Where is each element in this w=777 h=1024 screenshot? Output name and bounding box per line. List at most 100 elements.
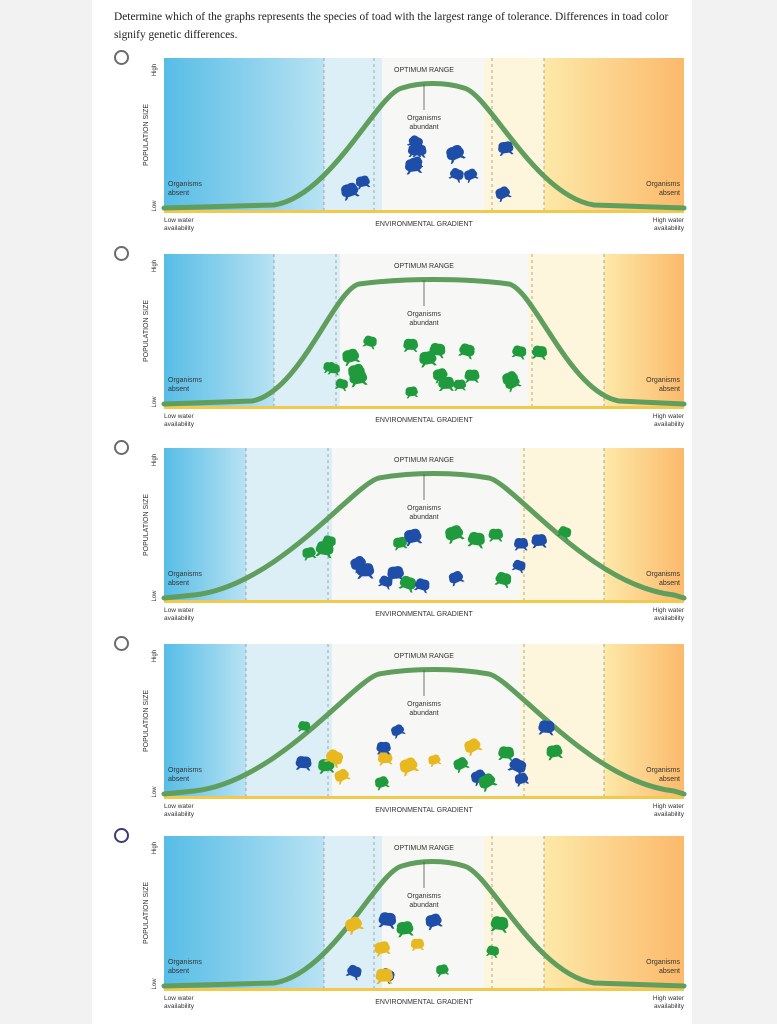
low-water-zone — [164, 254, 274, 408]
toad-icon — [377, 575, 393, 590]
toad-icon — [404, 528, 423, 547]
high-water-label: High water — [653, 413, 685, 420]
organisms-abundant-label: abundant — [409, 320, 438, 327]
toad-icon — [413, 578, 430, 594]
toad-icon — [349, 370, 368, 388]
organisms-absent-left: absent — [168, 776, 189, 783]
high-water-label: High water — [653, 803, 685, 810]
toad-icon — [410, 938, 425, 951]
toad-icon — [387, 566, 404, 582]
gradient-baseline — [164, 210, 684, 213]
organisms-absent-right: absent — [659, 386, 680, 393]
low-water-label: Low water — [164, 217, 194, 224]
gradient-baseline — [164, 600, 684, 603]
optimum-range-label: OPTIMUM RANGE — [394, 653, 454, 660]
toad-icon — [445, 525, 465, 545]
radio-button[interactable] — [114, 636, 129, 651]
y-axis-high: High — [152, 260, 158, 272]
high-water-label: availability — [654, 421, 685, 428]
high-water-zone — [544, 836, 684, 990]
low-water-zone — [164, 448, 246, 602]
y-axis-label: POPULATION SIZE — [143, 882, 150, 944]
low-water-label: Low water — [164, 995, 194, 1002]
organisms-absent-left: Organisms — [168, 181, 202, 188]
toad-icon — [356, 563, 375, 579]
gradient-baseline — [164, 406, 684, 409]
toad-icon — [546, 744, 563, 761]
toad-icon — [490, 916, 509, 933]
toad-icon — [429, 343, 446, 359]
toad-icon — [323, 749, 344, 769]
toad-icon — [436, 964, 450, 977]
tolerance-graph: OPTIMUM RANGE Organisms abundant Organisms a… — [143, 58, 687, 232]
toad-icon — [378, 752, 393, 766]
x-axis-label: ENVIRONMENTAL GRADIENT — [375, 221, 473, 228]
tolerance-curve — [161, 859, 687, 989]
question-text: Determine which of the graphs represents… — [114, 11, 669, 41]
low-water-label: availability — [164, 615, 195, 622]
y-axis-low: Low — [152, 590, 158, 602]
radio-button[interactable] — [114, 440, 129, 455]
optimum-range-label: OPTIMUM RANGE — [394, 457, 454, 464]
toad-icon — [467, 531, 485, 549]
low-water-label: availability — [164, 225, 195, 232]
high-water-label: High water — [653, 607, 685, 614]
toad-icon — [375, 776, 390, 791]
high-water-zone — [544, 58, 684, 212]
toad-icon — [485, 945, 499, 959]
toad-icon — [297, 721, 311, 733]
organisms-absent-right: Organisms — [646, 377, 680, 384]
radio-button-selected[interactable] — [114, 828, 129, 843]
y-axis-high: High — [152, 842, 158, 854]
organisms-absent-left: Organisms — [168, 959, 202, 966]
organisms-abundant-label: Organisms — [407, 701, 441, 708]
organisms-abundant-label: abundant — [409, 710, 438, 717]
toad-icon — [488, 528, 504, 542]
organisms-absent-right: Organisms — [646, 767, 680, 774]
x-axis-label: ENVIRONMENTAL GRADIENT — [375, 807, 473, 814]
organisms-absent-left: Organisms — [168, 571, 202, 578]
toad-icon — [302, 547, 317, 561]
toad-icon — [345, 916, 365, 936]
toad-icon — [378, 912, 397, 929]
toad-icon — [446, 144, 466, 165]
toad-icon — [495, 186, 512, 203]
toad-icon — [327, 363, 340, 376]
organisms-absent-left: Organisms — [168, 767, 202, 774]
high-water-label: High water — [653, 995, 685, 1002]
toad-icon — [412, 144, 427, 158]
y-axis-low: Low — [152, 978, 158, 990]
low-water-zone — [164, 644, 246, 798]
toad-icon — [341, 182, 360, 201]
low-water-label: availability — [164, 811, 195, 818]
toad-icon — [406, 135, 423, 152]
radio-button[interactable] — [114, 246, 129, 261]
organisms-abundant-label: abundant — [409, 514, 438, 521]
organisms-absent-left: absent — [168, 190, 189, 197]
high-water-zone — [604, 644, 684, 798]
toad-icon — [374, 941, 391, 957]
y-axis-high: High — [152, 454, 158, 466]
high-water-label: High water — [653, 217, 685, 224]
organisms-absent-left: absent — [168, 580, 189, 587]
toad-icon — [376, 741, 391, 755]
radio-button[interactable] — [114, 50, 129, 65]
toad-icon — [428, 754, 442, 768]
transition-zone-right — [528, 254, 604, 408]
toad-icon — [453, 379, 467, 391]
y-axis-label: POPULATION SIZE — [143, 494, 150, 556]
high-water-label: availability — [654, 225, 685, 232]
x-axis-label: ENVIRONMENTAL GRADIENT — [375, 417, 473, 424]
toad-icon — [494, 572, 512, 589]
high-water-label: availability — [654, 615, 685, 622]
toad-icon — [448, 168, 464, 184]
toad-icon — [556, 526, 572, 541]
toad-icon — [393, 536, 408, 551]
toad-icon — [511, 345, 527, 360]
y-axis-low: Low — [152, 200, 158, 212]
organisms-absent-right: absent — [659, 776, 680, 783]
toad-icon — [511, 559, 526, 574]
toad-icon — [531, 534, 547, 549]
y-axis-low: Low — [152, 786, 158, 798]
organisms-absent-right: absent — [659, 190, 680, 197]
